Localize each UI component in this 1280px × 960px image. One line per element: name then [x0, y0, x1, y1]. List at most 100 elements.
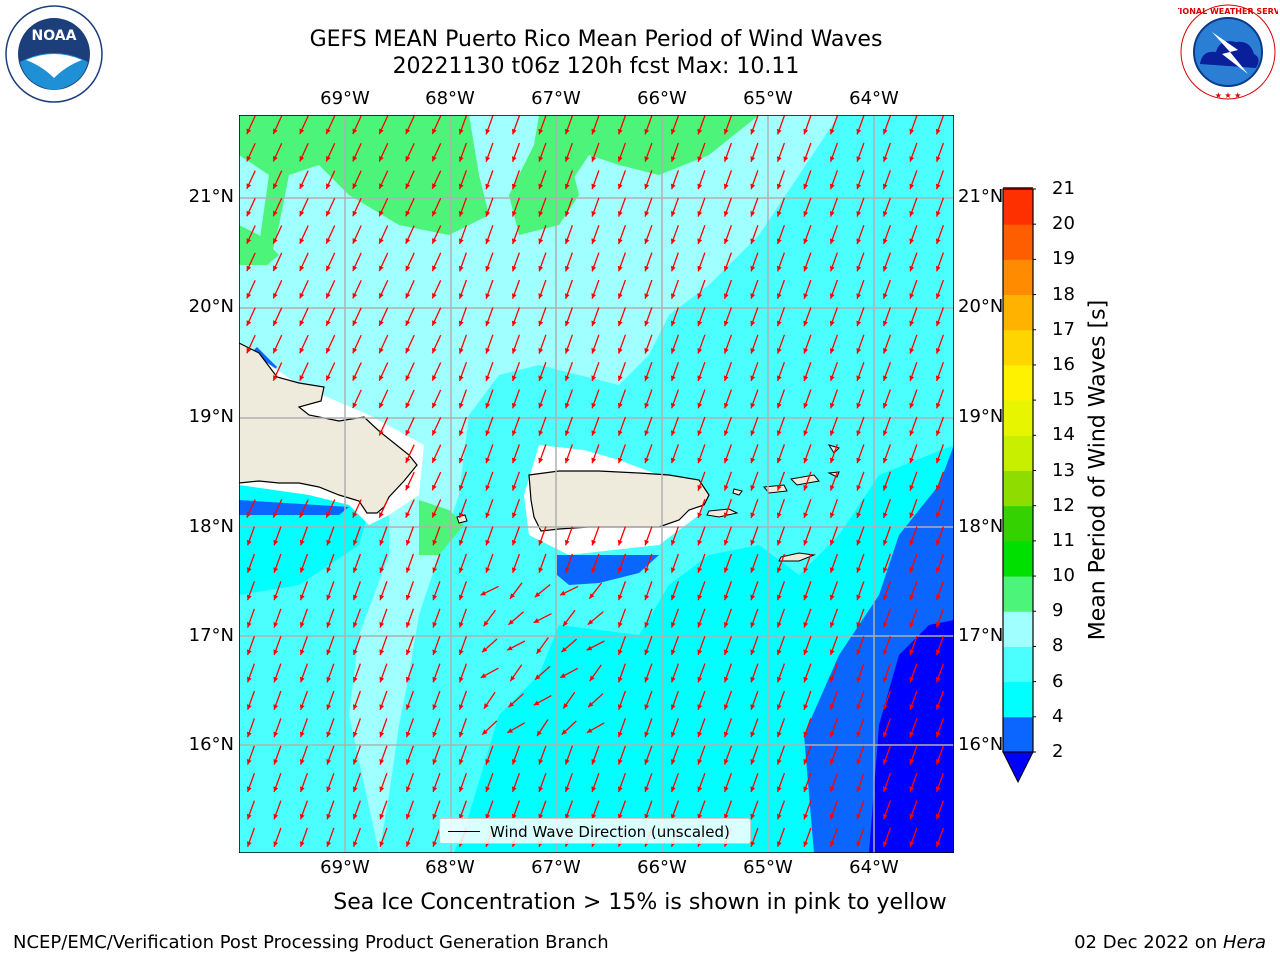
direction-arrow [697, 718, 706, 738]
direction-arrow [909, 361, 918, 382]
direction-arrow [909, 800, 918, 820]
direction-arrow [326, 745, 335, 765]
direction-arrow [856, 526, 865, 546]
direction-arrow [935, 553, 945, 574]
direction-arrow [617, 307, 627, 327]
direction-arrow [485, 252, 494, 272]
direction-arrow [591, 334, 600, 354]
direction-arrow [458, 361, 468, 382]
direction-arrow [697, 389, 706, 409]
colorbar-tick-label: 12 [1052, 494, 1075, 516]
direction-arrow [352, 115, 362, 135]
direction-arrow [458, 252, 468, 272]
lon-label-top: 66°W [637, 88, 687, 109]
direction-arrow [405, 334, 415, 354]
direction-arrow [379, 526, 388, 546]
direction-arrow [299, 690, 309, 711]
lat-label-left: 20°N [188, 296, 234, 317]
direction-arrow [750, 608, 759, 628]
direction-arrow [617, 115, 627, 135]
direction-arrow [776, 745, 786, 765]
direction-arrow [856, 334, 865, 354]
direction-arrow [272, 252, 283, 272]
direction-arrow [272, 280, 283, 299]
direction-arrow [617, 581, 627, 601]
direction-arrow [723, 197, 733, 217]
direction-arrow [378, 417, 389, 436]
direction-arrow [458, 115, 468, 135]
direction-arrow [485, 553, 494, 574]
direction-arrow [538, 142, 547, 163]
direction-arrow [909, 334, 918, 354]
land-island [789, 474, 820, 486]
colorbar-cell [1003, 294, 1033, 331]
direction-arrow [480, 667, 499, 679]
direction-arrow [935, 416, 945, 437]
direction-arrow [299, 745, 309, 765]
direction-arrow [723, 718, 733, 738]
direction-arrow [617, 635, 627, 656]
direction-arrow [670, 389, 680, 409]
direction-arrow [803, 827, 812, 848]
direction-arrow [326, 553, 335, 574]
direction-arrow [352, 581, 362, 601]
direction-arrow [352, 362, 362, 381]
direction-arrow [750, 772, 759, 793]
noaa-logo-text: NOAA [32, 28, 77, 44]
direction-arrow [935, 252, 945, 272]
direction-arrow [561, 720, 577, 736]
direction-arrow [458, 334, 468, 354]
direction-arrow [431, 252, 442, 272]
direction-arrow [485, 115, 494, 135]
direction-arrow [379, 690, 388, 711]
direction-arrow [935, 581, 945, 601]
colorbar-tick-label: 21 [1052, 178, 1075, 199]
land-island [456, 514, 468, 524]
direction-arrow [750, 635, 759, 656]
direction-arrow [378, 362, 389, 381]
direction-arrow [909, 142, 918, 163]
direction-arrow [352, 526, 362, 546]
direction-arrow [562, 691, 576, 709]
direction-arrow [803, 115, 812, 135]
wave-period-map [239, 115, 954, 853]
lat-label-right: 17°N [958, 625, 1004, 646]
direction-arrow [507, 611, 525, 626]
direction-arrow [538, 170, 547, 190]
direction-arrow [750, 471, 759, 491]
direction-arrow [617, 197, 627, 217]
direction-arrow [511, 307, 521, 327]
direction-arrow [829, 115, 839, 135]
colorbar-cell [1003, 224, 1033, 260]
direction-arrow [405, 252, 415, 272]
direction-arrow [776, 553, 786, 574]
direction-arrow [272, 170, 283, 190]
direction-arrow [511, 142, 521, 163]
colorbar-tick-label: 6 [1052, 670, 1064, 692]
direction-arrow [776, 334, 786, 354]
direction-arrow [829, 608, 839, 628]
direction-arrow [617, 553, 627, 574]
direction-arrow [723, 772, 733, 793]
direction-arrow [750, 827, 759, 848]
direction-arrow [697, 142, 706, 163]
direction-arrow [723, 635, 733, 656]
direction-arrow [856, 279, 865, 300]
direction-arrow [326, 608, 335, 628]
direction-arrow [508, 693, 524, 708]
direction-arrow [882, 389, 892, 409]
direction-arrow [882, 800, 892, 820]
direction-arrow [591, 416, 600, 437]
map-legend: Wind Wave Direction (unscaled) [439, 818, 751, 844]
lon-label-bottom: 66°W [637, 857, 687, 878]
direction-arrow [723, 279, 733, 300]
direction-arrow [750, 526, 759, 546]
direction-arrow [564, 142, 574, 163]
direction-arrow [856, 444, 865, 464]
direction-arrow [909, 471, 918, 491]
direction-arrow [856, 170, 865, 190]
direction-arrow [856, 772, 865, 793]
direction-arrow [485, 498, 494, 519]
direction-arrow [882, 170, 892, 190]
direction-arrow [909, 581, 918, 601]
